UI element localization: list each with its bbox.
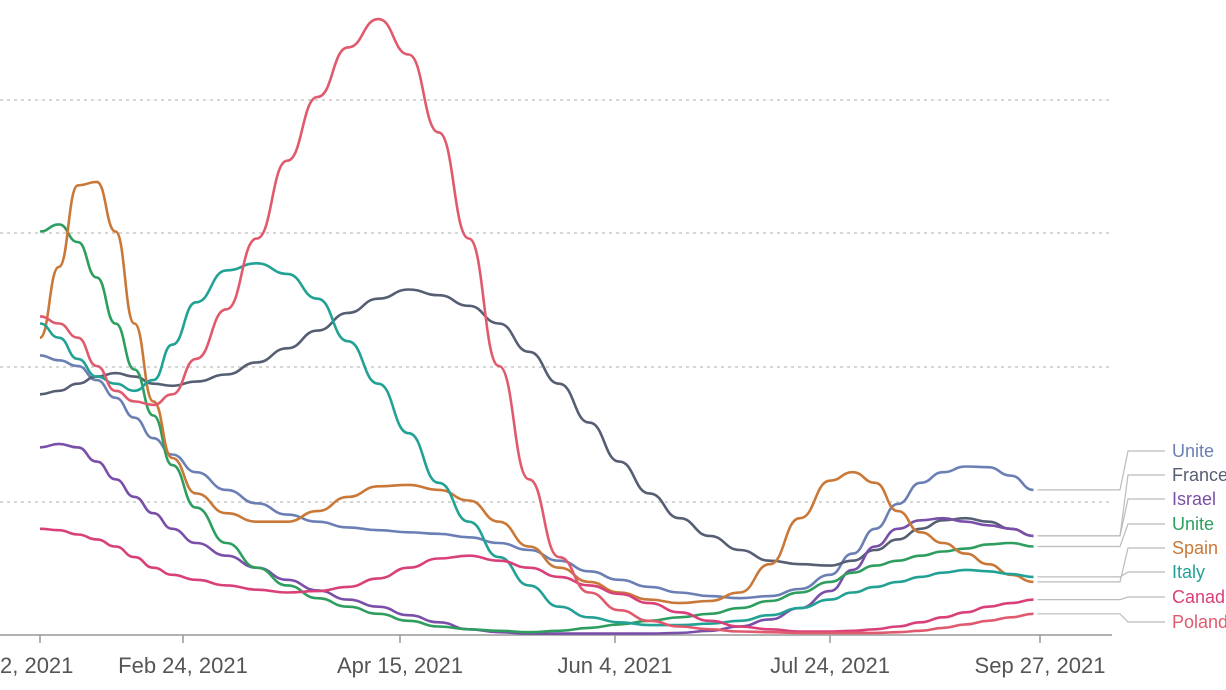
legend-connector <box>1037 596 1165 601</box>
x-tick-label: Sep 27, 2021 <box>975 653 1106 678</box>
legend-entry: Poland <box>1172 612 1226 632</box>
series-line-0 <box>39 354 1034 600</box>
series-line-6 <box>39 527 1034 633</box>
legend: Unite France Israel Unite Spain Italy Canad Pol… <box>1037 441 1226 632</box>
x-tick-label: Jul 24, 2021 <box>770 653 890 678</box>
x-axis: 2, 2021 Feb 24, 2021 Apr 15, 2021 Jun 4, 20… <box>0 634 1112 678</box>
series-line-1 <box>39 288 1034 567</box>
legend-connector <box>1037 571 1165 578</box>
legend-entry: France <box>1172 465 1226 485</box>
legend-entry: Spain <box>1172 538 1218 558</box>
legend-connector <box>1037 613 1165 623</box>
series-line-7 <box>39 17 1034 635</box>
x-tick-label: Jun 4, 2021 <box>558 653 673 678</box>
legend-connector <box>1037 547 1165 583</box>
legend-entry: Unite <box>1172 514 1214 534</box>
series-lines <box>38 17 1034 635</box>
x-tick-label: 2, 2021 <box>0 653 73 678</box>
legend-entry: Israel <box>1172 489 1216 509</box>
legend-connector <box>1037 523 1165 548</box>
x-tick-label: Apr 15, 2021 <box>337 653 463 678</box>
series-line-3 <box>39 223 1034 634</box>
gridlines <box>0 99 1112 503</box>
legend-connector <box>1037 450 1165 491</box>
legend-connector <box>1037 498 1165 537</box>
series-line-5 <box>39 262 1034 627</box>
legend-entry: Canad <box>1172 587 1225 607</box>
x-tick-label: Feb 24, 2021 <box>118 653 248 678</box>
series-line-2 <box>39 442 1034 635</box>
series-line-4 <box>38 180 1034 605</box>
legend-connector <box>1037 474 1165 537</box>
legend-entry: Italy <box>1172 562 1205 582</box>
legend-entry: Unite <box>1172 441 1214 461</box>
